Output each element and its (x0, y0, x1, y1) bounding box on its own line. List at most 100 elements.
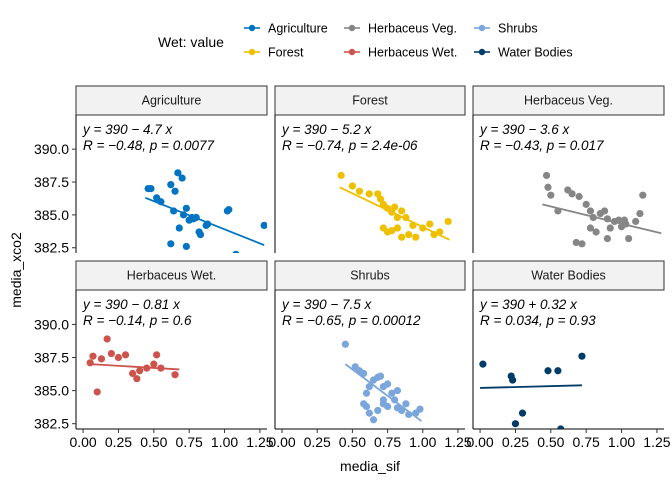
panel-strip-3 (75, 260, 268, 291)
data-point-0-20 (167, 240, 175, 248)
data-point-0-7 (178, 174, 186, 182)
data-point-2-24 (625, 234, 633, 243)
panel-title-3: Herbaceus Wet. (127, 269, 216, 283)
panel-strip-5 (472, 260, 665, 291)
data-point-1-17 (398, 233, 406, 241)
legend-item-label-2: Herbaceus Veg. (368, 22, 457, 36)
equation-label-5: y = 390 + 0.32 x (479, 297, 578, 312)
data-point-2-6 (575, 192, 583, 201)
data-point-4-22 (402, 400, 410, 408)
x-tick-label-3-5: 1.25 (246, 434, 273, 450)
data-point-2-25 (632, 217, 640, 226)
data-point-3-8 (128, 369, 137, 377)
data-point-0-23 (225, 206, 233, 214)
data-point-3-5 (107, 349, 115, 358)
data-point-4-15 (374, 406, 382, 415)
data-point-1-1 (348, 182, 357, 190)
plot-area-1 (337, 171, 452, 241)
data-point-5-3 (511, 420, 520, 428)
data-point-3-0 (86, 359, 94, 367)
data-point-3-7 (121, 351, 130, 359)
data-point-0-21 (182, 242, 190, 251)
x-tick-label-5-1: 0.25 (502, 434, 529, 450)
x-tick-label-4-2: 0.50 (339, 434, 366, 450)
equation-label-3: y = 390 − 0.81 x (82, 297, 181, 312)
data-point-2-23 (603, 234, 612, 243)
panel-strip-4 (274, 260, 466, 291)
data-point-4-13 (365, 409, 373, 417)
plot-area-2 (542, 171, 662, 248)
data-point-2-1 (544, 183, 552, 191)
x-tick-label-5-0: 0.00 (466, 434, 493, 450)
panel-title-0: Agriculture (142, 94, 202, 108)
data-point-3-3 (97, 355, 106, 363)
panel-title-5: Water Bodies (531, 269, 606, 283)
x-tick-label-4-3: 0.75 (374, 434, 401, 450)
x-tick-label-4-0: 0.00 (268, 434, 295, 450)
data-point-0-9 (175, 224, 183, 232)
legend-item-label-5: Water Bodies (498, 46, 573, 60)
data-point-3-15 (171, 371, 179, 379)
x-tick-label-4-4: 1.00 (409, 434, 436, 450)
x-tick-label-5-2: 0.50 (537, 434, 564, 450)
legend-item-label-3: Herbaceus Wet. (368, 46, 457, 60)
data-point-0-1 (147, 185, 155, 193)
panel-5: Water Bodies 0.00 0.25 0.50 0.75 1.00 1.25 y = … (466, 260, 671, 450)
x-axis-label: media_sif (340, 458, 400, 474)
y-tick-label-3-3: 390.0 (34, 316, 69, 332)
data-point-2-5 (568, 190, 576, 198)
data-point-2-19 (572, 238, 580, 247)
data-point-1-2 (355, 187, 364, 195)
y-tick-label-3-0: 382.5 (34, 416, 69, 432)
x-tick-label-3-1: 0.25 (105, 434, 132, 450)
data-point-5-7 (557, 425, 565, 429)
plot-area-3 (86, 335, 180, 396)
y-tick-label-0-0: 382.5 (34, 240, 69, 256)
y-tick-label-3-2: 387.5 (34, 350, 69, 366)
data-point-0-6 (174, 169, 182, 177)
stat-label-1: R = −0.74, p = 2.4e-06 (282, 138, 418, 153)
data-point-0-5 (171, 187, 179, 195)
data-point-2-2 (547, 191, 555, 199)
legend-item-label-4: Shrubs (498, 22, 538, 36)
data-point-4-5 (365, 383, 373, 391)
data-point-4-14 (369, 416, 378, 424)
data-point-4-3 (360, 369, 368, 377)
x-tick-label-3-2: 0.50 (140, 434, 167, 450)
data-point-2-0 (542, 171, 551, 180)
plot-area-4 (341, 340, 424, 424)
x-tick-label-3-3: 0.75 (176, 434, 203, 450)
data-point-1-9 (391, 203, 399, 211)
panel-title-1: Forest (352, 94, 388, 108)
data-point-2-11 (600, 207, 609, 215)
data-point-4-26 (379, 400, 387, 408)
legend-key-point-1 (248, 48, 256, 56)
panel-3: Herbaceus Wet. 382.5 385.0 387.5 390.0 0.00 0.… (34, 260, 274, 450)
equation-label-4: y = 390 − 7.5 x (281, 297, 373, 312)
data-point-2-13 (606, 224, 614, 232)
x-tick-label-4-1: 0.25 (304, 434, 331, 450)
data-point-1-0 (337, 171, 345, 180)
x-tick-label-4-5: 1.25 (444, 434, 471, 450)
panel-0: Agriculture 382.5 385.0 387.5 390.0 y = 390 −… (34, 85, 268, 256)
panels: Agriculture 382.5 385.0 387.5 390.0 y = 390 −… (34, 85, 671, 450)
data-point-3-10 (136, 367, 144, 375)
data-point-5-6 (554, 367, 562, 375)
regression-line-4 (344, 363, 422, 422)
data-point-1-3 (365, 190, 373, 198)
panel-strip-1 (274, 85, 466, 116)
data-point-0-4 (167, 181, 175, 189)
data-point-5-8 (578, 352, 586, 360)
data-point-3-1 (89, 352, 97, 360)
stat-label-2: R = −0.43, p = 0.017 (480, 138, 604, 153)
data-point-4-8 (376, 372, 385, 380)
panel-1: Forest y = 390 − 5.2 xR = −0.74, p = 2.4e… (274, 85, 466, 253)
regression-line-2 (542, 203, 662, 235)
data-point-3-2 (93, 388, 101, 396)
data-point-3-9 (133, 375, 141, 383)
stat-label-0: R = −0.48, p = 0.0077 (83, 138, 214, 153)
legend-item-label-0: Agriculture (268, 22, 328, 36)
legend-key-point-5 (478, 48, 486, 56)
data-point-1-22 (426, 220, 434, 228)
